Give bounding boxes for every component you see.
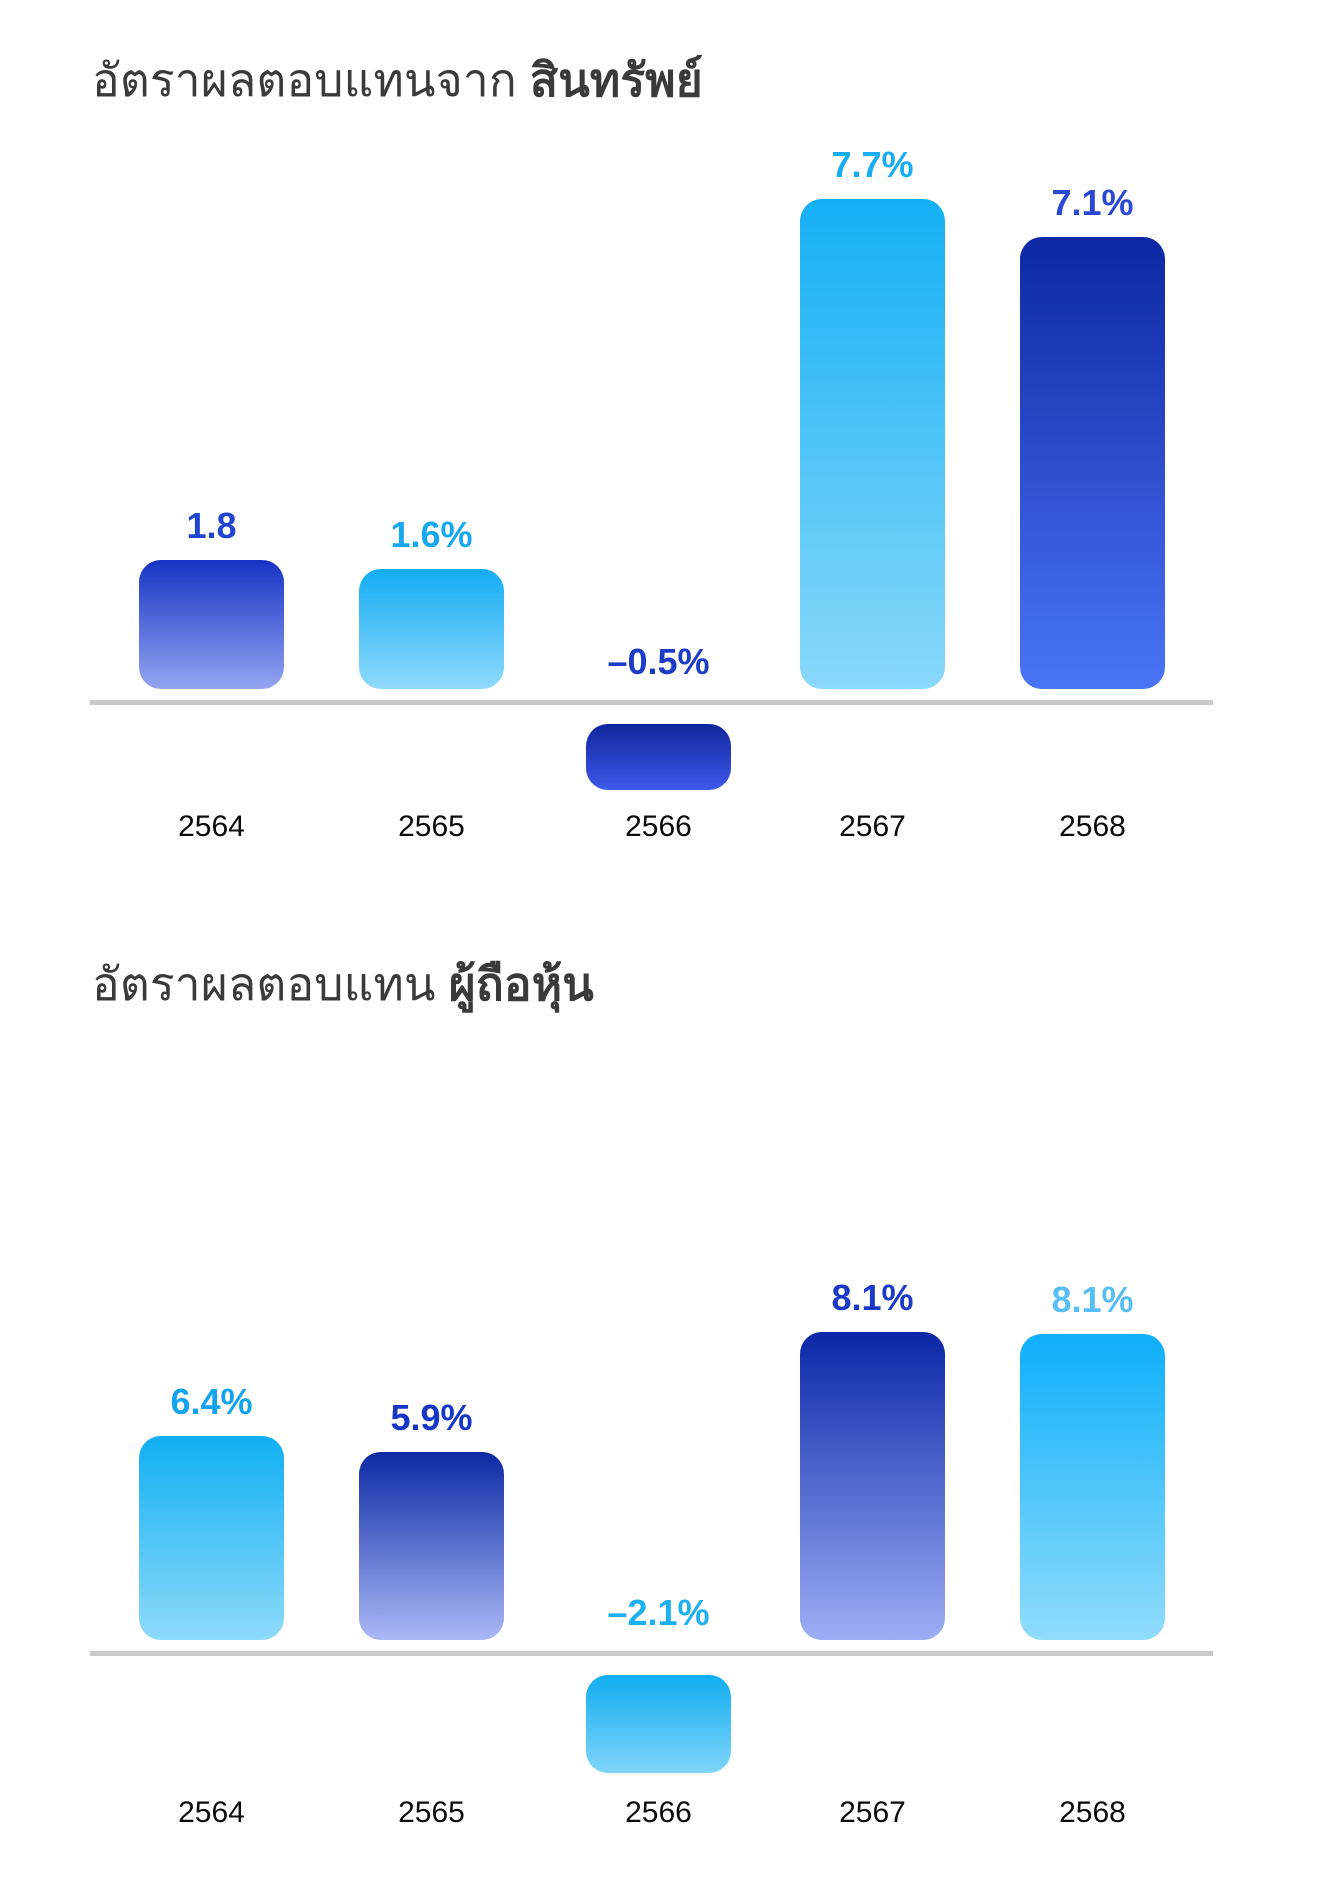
roe-year-label-2565: 2565 <box>398 1796 465 1829</box>
roe-value-label-2568: 8.1% <box>1051 1279 1134 1320</box>
roe-value-label-2567: 8.1% <box>831 1277 914 1318</box>
roe-baseline <box>90 1651 1213 1656</box>
roe-bar-2567 <box>800 1332 945 1640</box>
roa-value-label-2565: 1.6% <box>390 514 473 555</box>
roe-year-label-2566: 2566 <box>625 1796 692 1829</box>
roa-year-label-2566: 2566 <box>625 810 692 843</box>
roa-year-label-2567: 2567 <box>839 810 906 843</box>
roa-bar-2568 <box>1020 237 1165 689</box>
roe-value-label-2565: 5.9% <box>390 1397 473 1438</box>
roa-year-label-2568: 2568 <box>1059 810 1126 843</box>
roa-bar-2567 <box>800 199 945 689</box>
roe-chart-title-regular: อัตราผลตอบแทน <box>92 958 436 1010</box>
roa-baseline <box>90 700 1213 705</box>
roa-bar-2565 <box>359 569 504 689</box>
roe-year-label-2564: 2564 <box>178 1796 245 1829</box>
roe-chart-title: อัตราผลตอบแทน ผู้ถือหุ้น <box>92 948 594 1021</box>
roe-year-label-2568: 2568 <box>1059 1796 1126 1829</box>
roe-chart-title-bold: ผู้ถือหุ้น <box>448 958 594 1010</box>
roa-bar-2566 <box>586 724 731 790</box>
roe-value-label-2564: 6.4% <box>170 1381 253 1422</box>
roa-chart-title-regular: อัตราผลตอบแทนจาก <box>92 54 517 106</box>
roa-value-label-2567: 7.7% <box>831 144 914 185</box>
roa-value-label-2566: –0.5% <box>607 641 710 682</box>
roe-bar-2568 <box>1020 1334 1165 1640</box>
roa-bar-2564 <box>139 560 284 689</box>
roa-chart-title: อัตราผลตอบแทนจาก สินทรัพย์ <box>92 44 703 117</box>
roe-year-label-2567: 2567 <box>839 1796 906 1829</box>
roa-value-label-2568: 7.1% <box>1051 182 1134 223</box>
roe-bar-2566 <box>586 1675 731 1773</box>
roa-chart-title-bold: สินทรัพย์ <box>529 54 703 106</box>
roa-value-label-2564: 1.8 <box>186 505 237 546</box>
roa-year-label-2564: 2564 <box>178 810 245 843</box>
roe-bar-2564 <box>139 1436 284 1640</box>
roe-bar-2565 <box>359 1452 504 1640</box>
roa-year-label-2565: 2565 <box>398 810 465 843</box>
roe-value-label-2566: –2.1% <box>607 1592 710 1633</box>
